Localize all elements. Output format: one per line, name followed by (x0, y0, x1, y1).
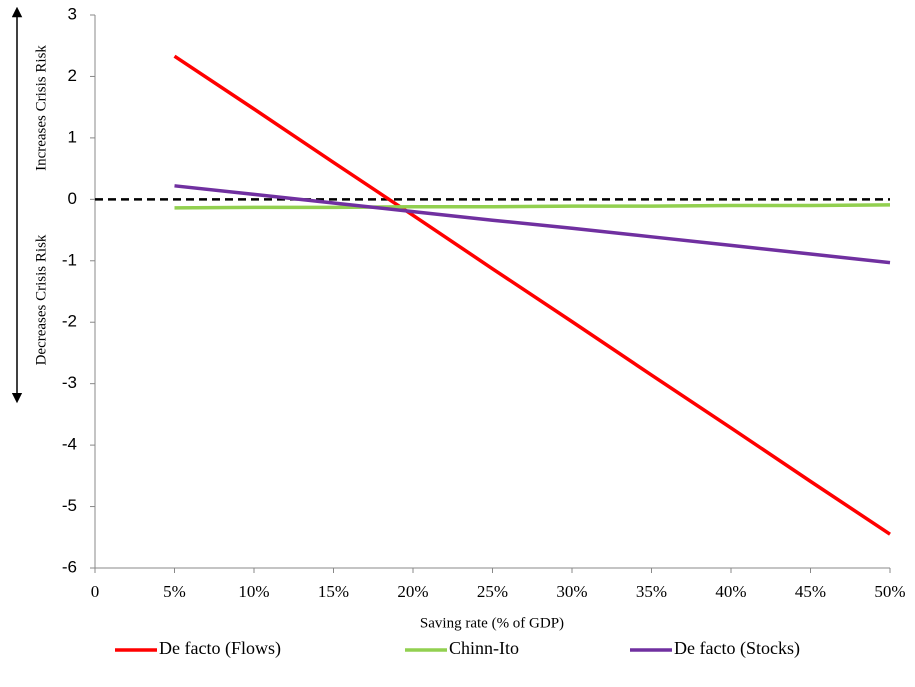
x-axis-label: Saving rate (% of GDP) (420, 615, 564, 631)
y-tick-label: -3 (62, 373, 77, 392)
legend-label: De facto (Stocks) (674, 638, 800, 659)
y-tick-label: 3 (68, 4, 77, 23)
x-tick-label: 20% (397, 582, 428, 601)
x-tick-label: 25% (477, 582, 508, 601)
annotation: Decreases Crisis Risk (33, 234, 49, 365)
x-tick-label: 45% (795, 582, 826, 601)
series-line (174, 203, 891, 210)
legend-label: Chinn-Ito (449, 638, 519, 658)
legend-label: De facto (Flows) (159, 638, 281, 659)
y-tick-label: 2 (68, 66, 77, 85)
x-tick-label: 40% (715, 582, 746, 601)
y-tick-label: -5 (62, 496, 77, 515)
x-tick-label: 50% (874, 582, 905, 601)
series-line (173, 54, 891, 536)
x-tick-label: 5% (163, 582, 186, 601)
y-tick-label: -1 (62, 250, 77, 269)
x-tick-label: 10% (238, 582, 269, 601)
annotation: Increases Crisis Risk (33, 45, 49, 171)
y-tick-label: -6 (62, 557, 77, 576)
series-line (174, 184, 891, 265)
x-tick-label: 30% (556, 582, 587, 601)
y-tick-label: 1 (68, 127, 77, 146)
y-tick-label: -2 (62, 312, 77, 331)
x-tick-label: 0 (91, 582, 100, 601)
y-tick-label: -4 (62, 435, 77, 454)
x-tick-label: 15% (318, 582, 349, 601)
y-tick-label: 0 (68, 189, 77, 208)
x-tick-label: 35% (636, 582, 667, 601)
